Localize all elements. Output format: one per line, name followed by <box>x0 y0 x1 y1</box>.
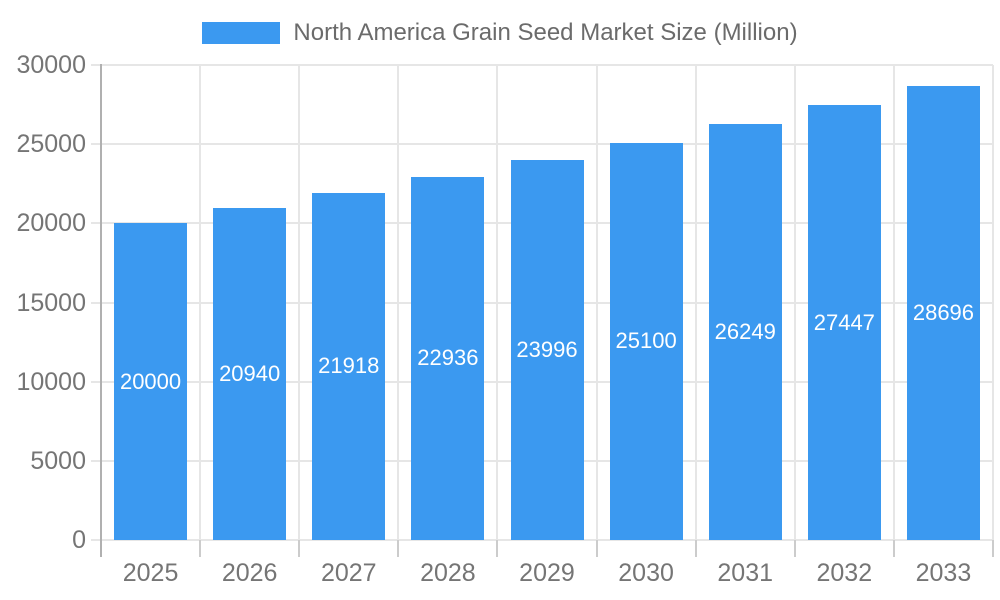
x-gridline <box>793 65 796 540</box>
y-axis-tick-label: 0 <box>72 526 86 554</box>
x-gridline <box>595 65 598 540</box>
x-axis-tick <box>595 540 598 557</box>
x-axis-tick <box>694 540 697 557</box>
y-axis-line <box>100 64 102 557</box>
bar-2026: 20940 <box>213 208 287 540</box>
x-axis-tick <box>892 540 895 557</box>
bar-2025: 20000 <box>114 223 188 540</box>
legend: North America Grain Seed Market Size (Mi… <box>0 19 1000 46</box>
x-gridline <box>397 65 400 540</box>
y-gridline <box>91 64 993 66</box>
x-axis-tick <box>793 540 796 557</box>
x-axis-tick-label: 2026 <box>221 559 278 587</box>
bar-2032: 27447 <box>807 105 881 540</box>
y-axis-tick-label: 25000 <box>16 130 86 159</box>
x-gridline <box>992 65 994 540</box>
x-axis-tick-label: 2028 <box>420 559 476 587</box>
x-axis-tick <box>298 540 301 557</box>
bar-value-label: 23996 <box>516 337 578 363</box>
y-axis-tick-label: 10000 <box>16 367 86 396</box>
x-axis-tick-label: 2027 <box>320 559 377 587</box>
bar-value-label: 20000 <box>119 368 182 394</box>
x-gridline <box>694 65 697 540</box>
bar-2029: 23996 <box>510 160 584 540</box>
bar-value-label: 27447 <box>813 309 875 335</box>
y-axis-tick-label: 30000 <box>16 51 86 79</box>
bar-2027: 21918 <box>312 192 386 540</box>
x-axis-tick-label: 2031 <box>717 559 774 587</box>
legend-label: North America Grain Seed Market Size (Mi… <box>293 19 798 46</box>
x-axis-tick-label: 2030 <box>618 559 674 587</box>
bar-value-label: 25100 <box>615 328 677 354</box>
x-axis-tick <box>397 540 400 557</box>
bar-value-label: 28696 <box>912 299 975 325</box>
bar-value-label: 26249 <box>714 319 776 345</box>
x-axis-tick <box>992 540 994 557</box>
y-gridline <box>91 143 993 146</box>
x-gridline <box>892 65 895 540</box>
bar-2033: 28696 <box>906 85 980 540</box>
bar-2031: 26249 <box>708 124 782 540</box>
y-axis-tick-label: 5000 <box>30 446 86 475</box>
x-axis-tick <box>496 540 499 557</box>
y-axis-tick-label: 15000 <box>16 288 86 317</box>
x-axis-tick-label: 2032 <box>816 559 873 587</box>
y-gridline <box>91 539 993 541</box>
y-axis-tick-label: 20000 <box>16 209 86 238</box>
x-axis-tick-label: 2029 <box>519 559 575 587</box>
legend-swatch <box>202 22 281 44</box>
x-axis-tick <box>199 540 202 557</box>
x-gridline <box>298 65 301 540</box>
bar-value-label: 20940 <box>219 361 281 387</box>
x-gridline <box>199 65 202 540</box>
bar-2028: 22936 <box>411 176 485 540</box>
x-axis-tick-label: 2033 <box>915 559 972 587</box>
bar-value-label: 21918 <box>318 353 380 379</box>
x-axis-tick-label: 2025 <box>122 559 179 587</box>
bar-value-label: 22936 <box>417 345 479 371</box>
bar-2030: 25100 <box>609 142 683 540</box>
x-gridline <box>496 65 499 540</box>
